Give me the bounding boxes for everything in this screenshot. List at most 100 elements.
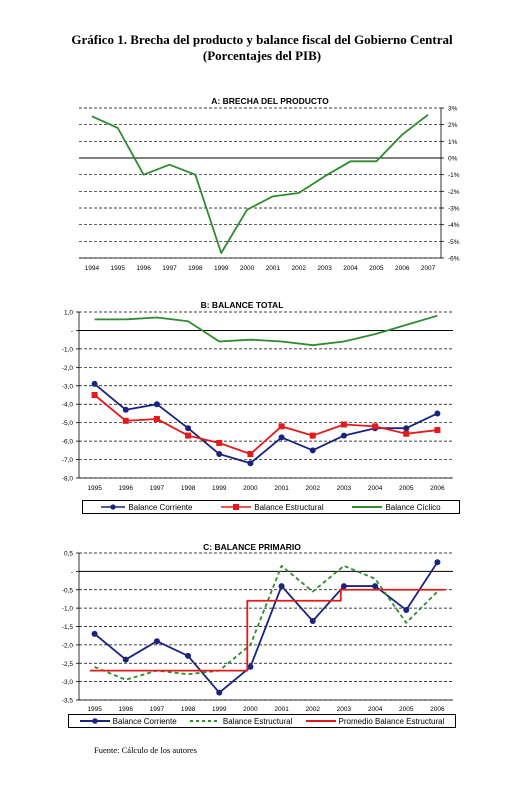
x-tick-label: 2005 [369, 265, 384, 272]
y-tick-label: -4% [448, 222, 460, 229]
data-point [372, 583, 379, 590]
data-point [216, 451, 223, 458]
x-tick-label: 2000 [243, 706, 258, 713]
data-point [153, 401, 160, 408]
x-tick-label: 1999 [212, 706, 227, 713]
x-tick-label: 2003 [317, 265, 332, 272]
x-tick-label: 1996 [136, 265, 151, 272]
data-point [247, 663, 254, 670]
data-point [153, 415, 160, 422]
data-point [153, 638, 160, 645]
x-tick-label: 1996 [119, 485, 134, 492]
x-tick-label: 2006 [430, 485, 445, 492]
y-tick-label: - [71, 328, 73, 335]
y-tick-label: -1% [448, 172, 460, 179]
x-tick-label: 2002 [292, 265, 307, 272]
legend-label: Balance Corriente [128, 502, 193, 512]
x-tick-label: 2000 [240, 265, 255, 272]
series-line [94, 564, 439, 681]
y-tick-label: 1,0 [64, 310, 73, 317]
y-tick-label: -4,0 [62, 402, 74, 409]
x-tick-label: 2001 [274, 485, 289, 492]
y-tick-label: -6% [448, 256, 460, 263]
y-tick-label: 2% [448, 122, 458, 129]
x-tick-label: 2006 [395, 265, 410, 272]
y-tick-label: -2,0 [62, 365, 74, 372]
data-point [309, 617, 316, 624]
y-tick-label: -0,5 [62, 587, 74, 594]
y-tick-label: -3,0 [62, 383, 74, 390]
x-tick-label: 1999 [212, 485, 227, 492]
chart-c-legend: Balance Corriente Balance Estructural Pr… [68, 714, 456, 728]
legend-item: Balance Corriente [79, 716, 177, 726]
data-point [403, 430, 410, 437]
data-point [185, 652, 192, 659]
data-point [309, 432, 316, 439]
x-tick-label: 1997 [162, 265, 177, 272]
y-tick-label: -2,5 [62, 661, 74, 668]
y-tick-label: - [71, 569, 73, 576]
legend-item: Balance Cíclico [352, 502, 441, 512]
data-point [278, 434, 285, 441]
data-point [403, 606, 410, 613]
x-tick-label: 2002 [306, 706, 321, 713]
x-tick-label: 2000 [243, 485, 258, 492]
series-line [94, 314, 438, 347]
x-tick-label: 2004 [368, 706, 383, 713]
x-tick-label: 1998 [181, 706, 196, 713]
chart-b-legend: Balance Corriente Balance Estructural Ba… [82, 500, 460, 514]
data-point [278, 423, 285, 430]
legend-label: Balance Cíclico [385, 502, 441, 512]
legend-item: Promedio Balance Estructural [305, 717, 444, 726]
figure-subtitle: (Porcentajes del PIB) [202, 48, 322, 63]
legend-label: Balance Corriente [112, 716, 177, 726]
y-tick-label: -8,0 [62, 476, 74, 483]
chart-b-title: B: BALANCE TOTAL [200, 300, 284, 310]
legend-item: Balance Estructural [221, 503, 324, 512]
data-point [185, 425, 192, 432]
y-tick-label: -5,0 [62, 420, 74, 427]
y-tick-label: -6,0 [62, 439, 74, 446]
y-tick-label: -3% [448, 206, 460, 213]
legend-item: Balance Corriente [101, 503, 192, 512]
source-note: Fuente: Cálculo de los autores [94, 745, 197, 755]
x-tick-label: 1997 [150, 485, 165, 492]
data-point [247, 451, 254, 458]
x-tick-label: 2005 [399, 485, 414, 492]
y-tick-label: -1,0 [62, 346, 74, 353]
y-tick-label: -7,0 [62, 457, 74, 464]
series-line [89, 588, 446, 672]
series-line [94, 561, 439, 694]
data-point [122, 656, 129, 663]
x-tick-label: 2001 [266, 265, 281, 272]
data-point [122, 417, 129, 424]
data-point [91, 630, 98, 637]
x-tick-label: 2005 [399, 706, 414, 713]
data-point [309, 447, 316, 454]
data-point [216, 689, 223, 696]
x-tick-label: 1998 [181, 485, 196, 492]
x-tick-label: 2003 [337, 485, 352, 492]
x-tick-label: 1994 [85, 265, 100, 272]
series-line [91, 113, 429, 254]
x-tick-label: 1996 [119, 706, 134, 713]
data-point [185, 432, 192, 439]
legend-label: Balance Estructural [222, 716, 293, 726]
y-tick-label: 0% [448, 156, 458, 163]
chart-c-title: C: BALANCE PRIMARIO [203, 542, 301, 552]
figure-title: Gráfico 1. Brecha del producto y balance… [71, 32, 453, 47]
y-tick-label: 1% [448, 139, 458, 146]
x-tick-label: 1995 [87, 485, 102, 492]
y-tick-label: 3% [448, 106, 458, 113]
data-point [216, 439, 223, 446]
y-tick-label: -2,0 [62, 642, 74, 649]
x-tick-label: 1998 [188, 265, 203, 272]
data-point [434, 427, 441, 434]
data-point [434, 559, 441, 566]
data-point [403, 425, 410, 432]
y-tick-label: -1,0 [62, 606, 74, 613]
y-tick-label: 0,5 [64, 551, 73, 558]
x-tick-label: 1997 [150, 706, 165, 713]
x-tick-label: 2002 [306, 485, 321, 492]
